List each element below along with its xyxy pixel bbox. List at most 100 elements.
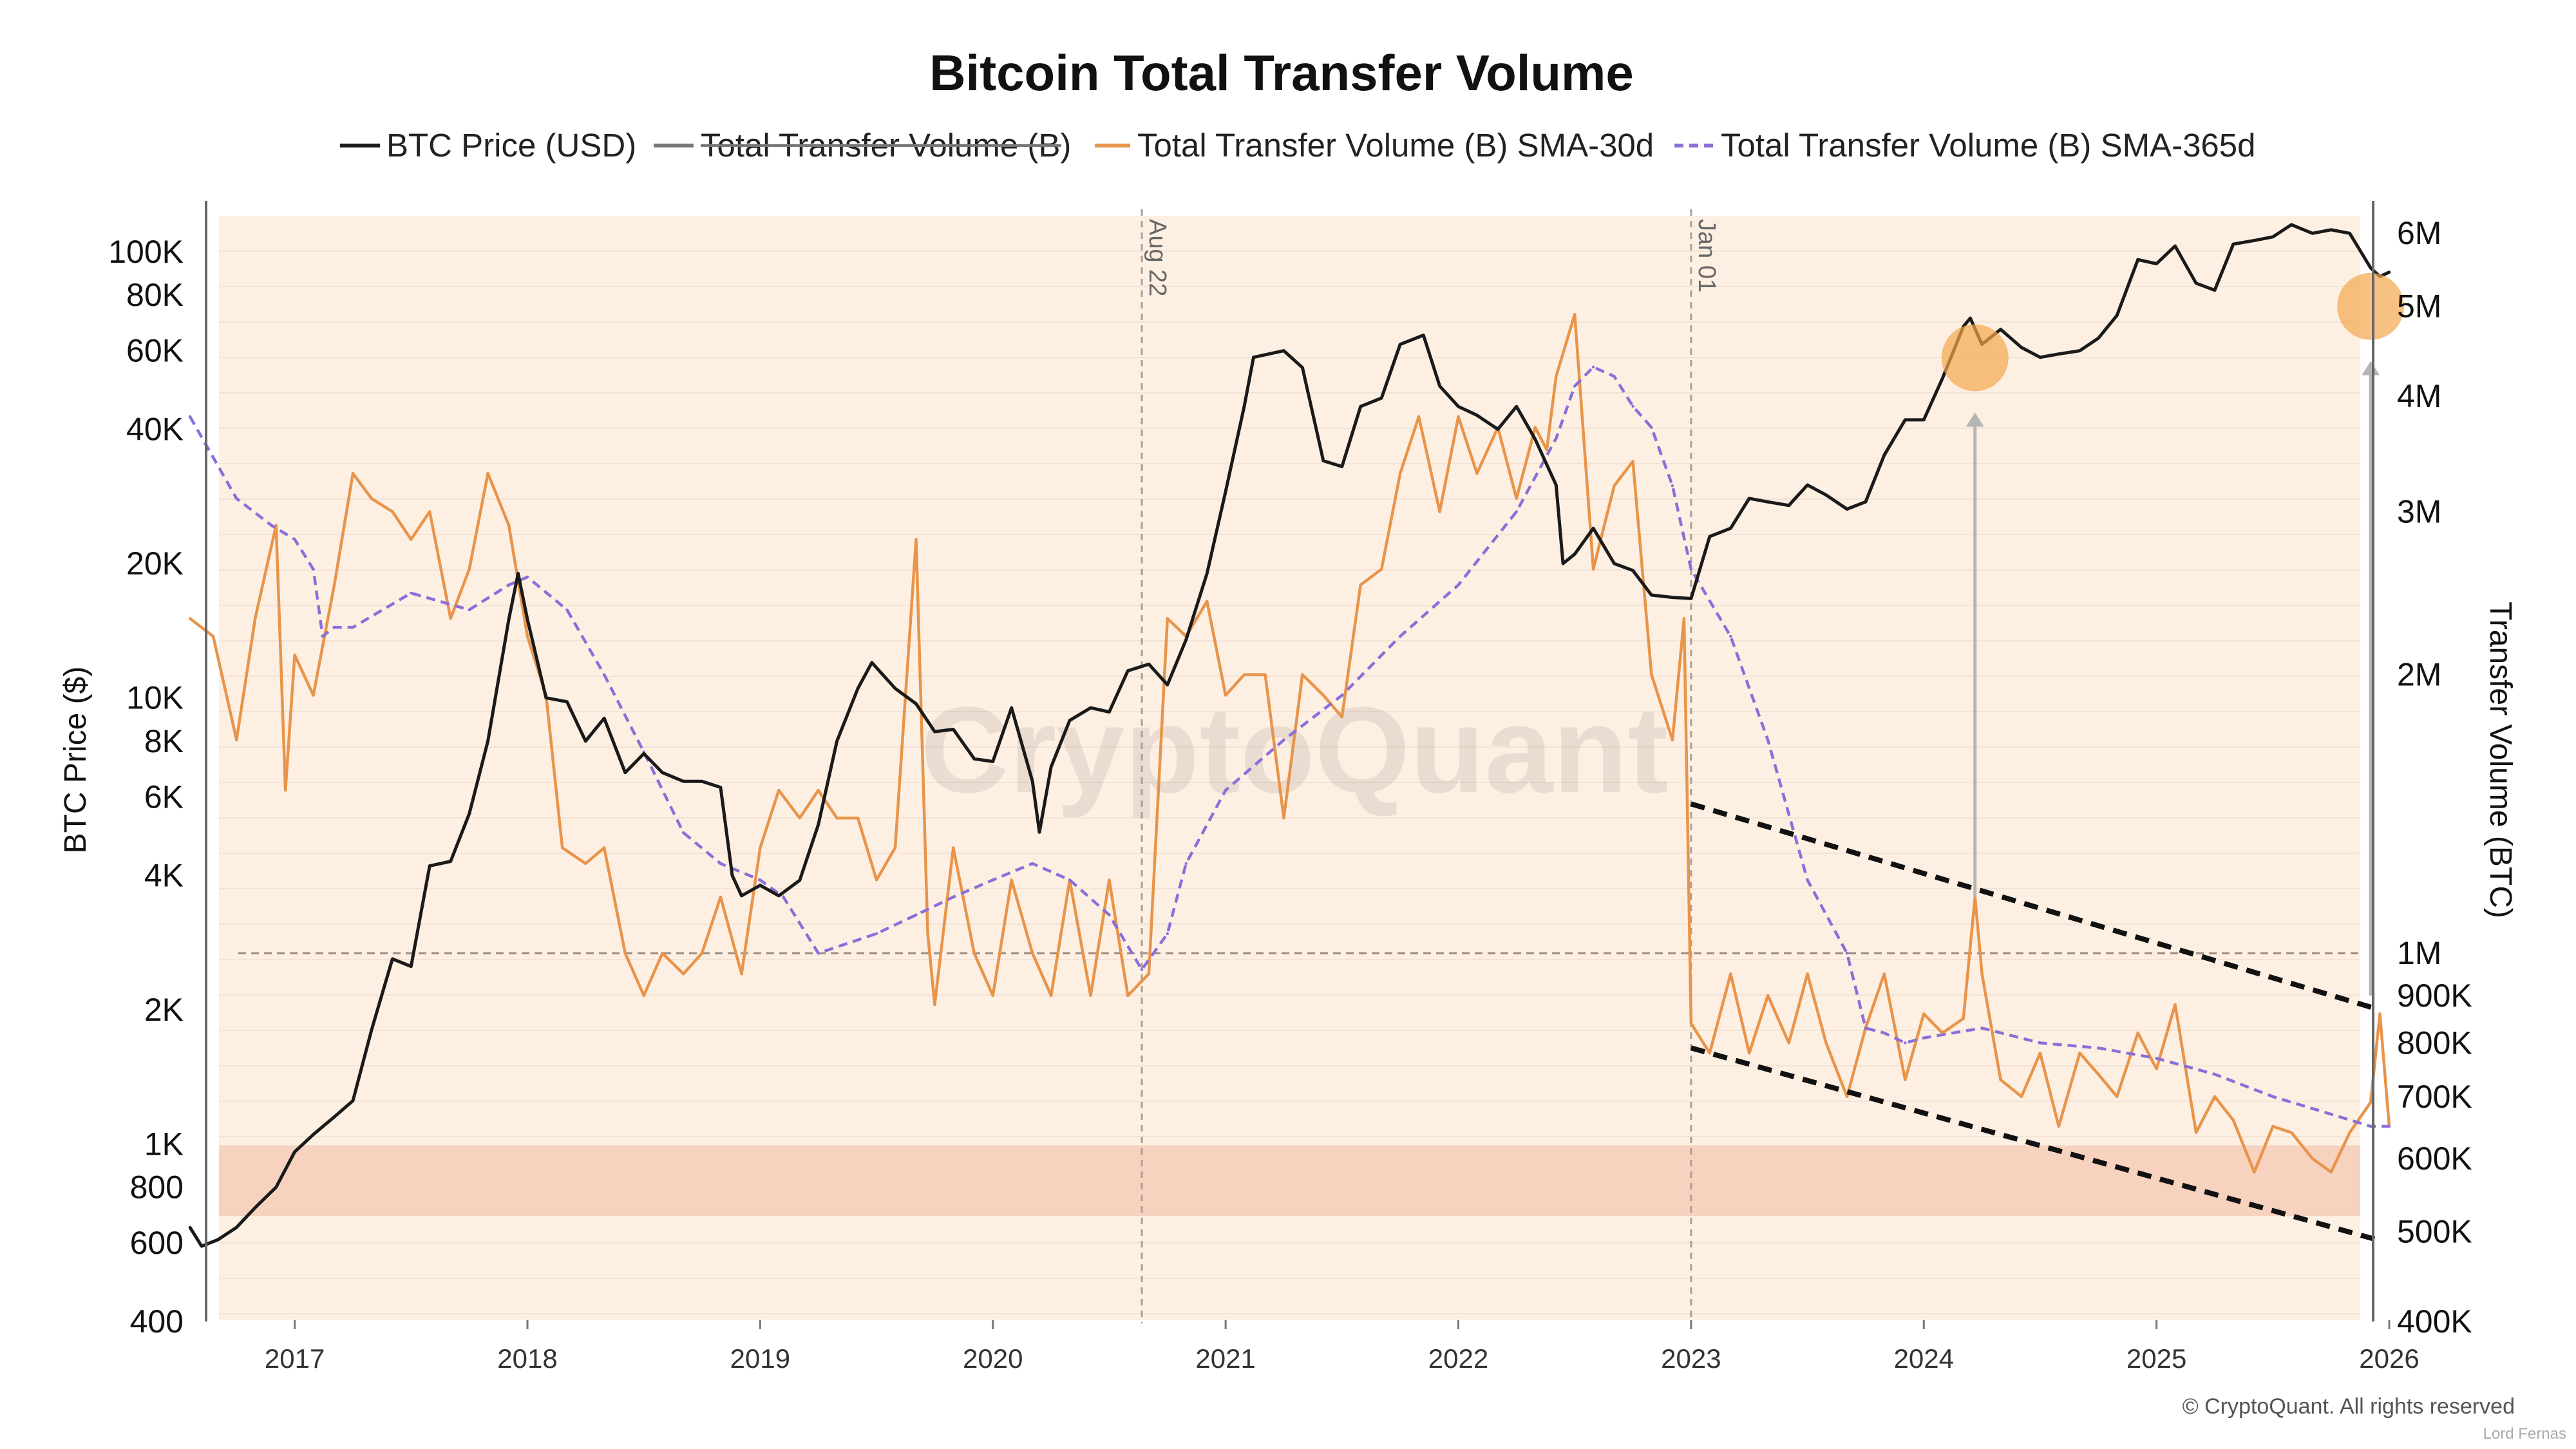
data-point-btc-price-usd — [1496, 428, 1500, 431]
data-point-total-transfer-volume-b-sma-30d — [642, 994, 645, 998]
legend-item-sma-365d[interactable]: Total Transfer Volume (B) SMA-365d — [1674, 127, 2256, 164]
data-point-total-transfer-volume-b-sma-30d — [1824, 1041, 1828, 1045]
data-point-btc-price-usd — [933, 730, 936, 734]
data-point-btc-price-usd — [293, 1150, 296, 1153]
data-point-btc-price-usd — [759, 884, 762, 887]
data-point-total-transfer-volume-b-sma-30d — [2174, 1003, 2177, 1007]
data-point-total-transfer-volume-b-sma-365d — [1573, 384, 1577, 388]
legend-item-btc-price[interactable]: BTC Price (USD) — [340, 127, 636, 164]
data-point-total-transfer-volume-b-sma-30d — [1301, 673, 1304, 676]
data-point-btc-price-usd — [1573, 553, 1577, 556]
data-point-btc-price-usd — [730, 874, 734, 877]
data-point-total-transfer-volume-b-sma-30d — [1380, 567, 1383, 571]
data-point-btc-price-usd — [1555, 483, 1558, 487]
data-point-total-transfer-volume-b-sma-30d — [700, 952, 704, 955]
data-point-total-transfer-volume-b-sma-30d — [351, 471, 355, 475]
data-point-total-transfer-volume-b-sma-30d — [1321, 694, 1325, 697]
data-point-total-transfer-volume-b-sma-30d — [1457, 415, 1460, 419]
data-point-btc-price-usd — [254, 1206, 257, 1209]
x-tick-label: 2019 — [730, 1343, 790, 1374]
data-point-total-transfer-volume-b-sma-30d — [817, 788, 820, 792]
data-point-btc-price-usd — [1457, 405, 1460, 408]
data-point-btc-price-usd — [1359, 405, 1362, 408]
data-point-total-transfer-volume-b-sma-30d — [1650, 673, 1653, 676]
trend-channel-lower — [1690, 1045, 2379, 1243]
data-point-total-transfer-volume-b-sma-30d — [2311, 1157, 2314, 1160]
data-point-btc-price-usd — [1864, 500, 1868, 504]
x-tick-label: 2025 — [2126, 1343, 2186, 1374]
right-axis-ticks: 400K 500K 600K 700K 800K 900K 1M 2M 3M 4M 5M 6M — [2397, 215, 2472, 1340]
right-tick-label: 500K — [2397, 1214, 2472, 1250]
data-point-btc-price-usd — [623, 771, 627, 774]
data-point-total-transfer-volume-b-sma-365d — [1184, 862, 1188, 866]
data-point-btc-price-usd — [1766, 500, 1770, 504]
data-point-total-transfer-volume-b-sma-30d — [584, 862, 587, 866]
left-tick-label: 1K — [144, 1126, 184, 1162]
data-point-btc-price-usd — [2174, 244, 2177, 248]
data-point-total-transfer-volume-b-sma-30d — [856, 817, 860, 820]
left-tick-label: 80K — [126, 277, 184, 313]
data-point-total-transfer-volume-b-sma-365d — [603, 673, 606, 676]
left-axis-ticks: 400 600 800 1K 2K 4K 6K 8K 10K 20K 40K 60K 80K 100K — [108, 234, 184, 1340]
data-point-total-transfer-volume-b-sma-30d — [2329, 1170, 2333, 1174]
data-point-total-transfer-volume-b-sma-30d — [2194, 1131, 2198, 1134]
data-point-total-transfer-volume-b-sma-30d — [1545, 448, 1548, 451]
data-point-total-transfer-volume-b-sma-365d — [293, 538, 296, 541]
data-point-total-transfer-volume-b-sma-365d — [468, 608, 471, 612]
data-point-total-transfer-volume-b-sma-30d — [1206, 600, 1209, 603]
data-point-total-transfer-volume-b-sma-365d — [681, 831, 685, 835]
data-point-btc-price-usd — [516, 572, 520, 575]
data-point-btc-price-usd — [740, 894, 743, 898]
data-point-total-transfer-volume-b-sma-30d — [1555, 375, 1558, 378]
x-tick-label: 2026 — [2359, 1343, 2419, 1374]
data-point-total-transfer-volume-b-sma-365d — [1631, 404, 1634, 408]
right-axis-title: Transfer Volume (BTC) — [2483, 601, 2517, 918]
data-point-total-transfer-volume-b-sma-365d — [1457, 583, 1460, 587]
data-point-total-transfer-volume-b-sma-365d — [782, 895, 785, 899]
data-point-btc-price-usd — [507, 618, 511, 621]
data-point-total-transfer-volume-b-sma-30d — [2253, 1170, 2256, 1174]
data-point-total-transfer-volume-b-sma-30d — [2078, 1052, 2081, 1055]
data-point-total-transfer-volume-b-sma-30d — [991, 994, 994, 998]
highlight-circle — [2337, 272, 2405, 340]
data-point-btc-price-usd — [1380, 396, 1383, 400]
data-point-total-transfer-volume-b-sma-30d — [211, 634, 215, 638]
legend-item-total-transfer-volume[interactable]: Total Transfer Volume (B) — [654, 127, 1071, 164]
left-tick-label: 6K — [144, 779, 184, 815]
right-tick-label: 400K — [2397, 1303, 2472, 1340]
data-point-btc-price-usd — [1399, 343, 1402, 346]
legend-item-sma-30d[interactable]: Total Transfer Volume (B) SMA-30d — [1095, 127, 1654, 164]
data-point-total-transfer-volume-b-sma-365d — [410, 591, 413, 595]
trend-channel-upper — [1690, 801, 2379, 1012]
left-tick-label: 400 — [130, 1303, 184, 1340]
data-point-btc-price-usd — [1999, 328, 2002, 331]
data-point-total-transfer-volume-b-sma-30d — [370, 497, 374, 500]
data-point-total-transfer-volume-b-sma-365d — [719, 862, 723, 866]
data-point-total-transfer-volume-b-sma-365d — [2213, 1072, 2217, 1076]
data-point-btc-price-usd — [2290, 223, 2293, 227]
data-point-btc-price-usd — [893, 687, 897, 690]
data-point-total-transfer-volume-b-sma-30d — [1613, 484, 1616, 488]
data-point-btc-price-usd — [777, 894, 781, 898]
data-point-btc-price-usd — [2057, 352, 2060, 355]
data-point-total-transfer-volume-b-sma-30d — [2155, 1067, 2158, 1070]
data-point-total-transfer-volume-b-sma-365d — [1980, 1027, 1984, 1030]
data-point-btc-price-usd — [2020, 346, 2023, 349]
data-point-total-transfer-volume-b-sma-365d — [914, 913, 918, 916]
data-point-total-transfer-volume-b-sma-30d — [312, 694, 315, 697]
data-point-btc-price-usd — [1631, 569, 1634, 572]
data-point-total-transfer-volume-b-sma-30d — [1147, 972, 1151, 976]
left-tick-label: 20K — [126, 545, 184, 582]
data-point-total-transfer-volume-b-sma-30d — [623, 952, 627, 955]
data-point-btc-price-usd — [312, 1133, 315, 1136]
data-point-total-transfer-volume-b-sma-30d — [332, 583, 336, 587]
data-point-total-transfer-volume-b-sma-30d — [2038, 1052, 2042, 1055]
data-point-total-transfer-volume-b-sma-365d — [875, 932, 878, 935]
left-tick-label: 40K — [126, 412, 184, 448]
data-point-total-transfer-volume-b-sma-30d — [603, 846, 606, 849]
data-point-total-transfer-volume-b-sma-30d — [2097, 1072, 2100, 1076]
data-point-btc-price-usd — [1591, 527, 1595, 530]
data-point-total-transfer-volume-b-sma-30d — [284, 788, 287, 792]
data-point-btc-price-usd — [1904, 418, 1907, 422]
